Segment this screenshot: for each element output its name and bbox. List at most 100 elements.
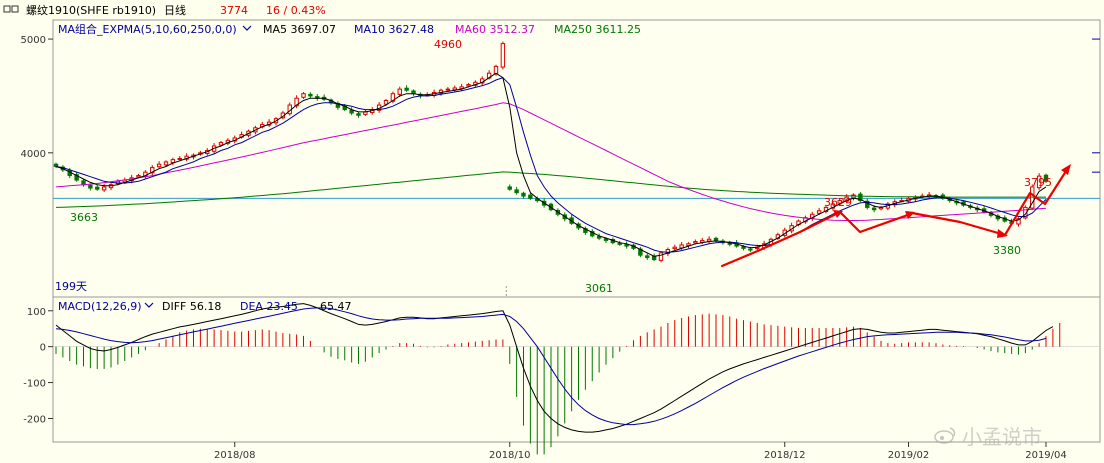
- candle-body: [706, 238, 712, 242]
- candle-body: [1036, 175, 1042, 189]
- candle-body: [349, 109, 354, 114]
- watermark: 小孟说市: [934, 425, 1042, 449]
- label-low: 3061: [585, 282, 613, 295]
- x-tick-label: 2018/08: [214, 450, 256, 461]
- ma60-value: MA60 3512.37: [455, 23, 535, 36]
- candle-body: [645, 255, 650, 258]
- candle-body: [816, 210, 822, 214]
- label-start-low: 3663: [70, 211, 98, 224]
- candle-body: [390, 93, 396, 102]
- candle-body: [301, 93, 306, 98]
- candle-body: [624, 243, 629, 247]
- candle-body: [528, 194, 533, 199]
- candle-body: [672, 246, 677, 250]
- candle-body: [356, 113, 361, 116]
- price-axis: 4000 5000: [21, 35, 1100, 173]
- price-tick-label: 4000: [21, 149, 46, 160]
- candle-body: [679, 244, 684, 249]
- ma60-line: [55, 102, 1047, 221]
- macd-histogram: [53, 313, 1100, 455]
- macd-legend-dropdown-icon[interactable]: [144, 302, 154, 308]
- candle-body: [727, 242, 732, 245]
- candle-body: [1016, 218, 1021, 225]
- candle-body: [507, 186, 512, 190]
- x-tick-label: 2018/10: [489, 450, 531, 461]
- candle-body: [603, 238, 609, 241]
- candle-body: [95, 186, 100, 190]
- candle-body: [865, 200, 870, 208]
- candle-body: [383, 99, 389, 105]
- trend-arrowheads: [833, 164, 1071, 238]
- candle-body: [156, 163, 162, 168]
- candle-body: [101, 186, 107, 191]
- macd-tick-label: 100: [27, 307, 46, 318]
- ma10-line: [55, 77, 1047, 253]
- ma10-value: MA10 3627.48: [354, 23, 434, 36]
- candle-body: [858, 193, 863, 202]
- price-change: 16 / 0.43%: [266, 4, 326, 17]
- candle-body: [665, 249, 671, 255]
- ma-legend-label[interactable]: MA组合_EXPMA(5,10,60,250,0,0): [58, 22, 237, 36]
- candle-body: [844, 196, 849, 202]
- candle-body: [177, 158, 182, 160]
- candle-body: [741, 246, 746, 249]
- ma5-value: MA5 3697.07: [263, 23, 336, 36]
- macd-panel: [52, 296, 1101, 443]
- candle-body: [837, 200, 842, 204]
- last-price: 3774: [220, 4, 248, 17]
- candle-body: [163, 161, 169, 166]
- x-tick-label: 2019/04: [1025, 450, 1067, 461]
- ma-legend-dropdown-icon[interactable]: [242, 25, 252, 31]
- macd-diff-line: [55, 303, 1054, 433]
- label-high: 4960: [434, 38, 462, 51]
- candle-body: [404, 87, 409, 91]
- candle-body: [74, 174, 79, 181]
- window-menu-icon[interactable]: [3, 5, 19, 13]
- candle-body: [617, 242, 622, 245]
- candle-body: [150, 167, 155, 174]
- trend-arrow-1: [720, 210, 842, 268]
- candle-body: [308, 93, 313, 97]
- candle-body: [493, 65, 499, 75]
- candle-body: [693, 241, 698, 244]
- arrowhead-3: [997, 229, 1008, 238]
- trend-arrow-4: [1003, 166, 1070, 237]
- macd-axis: 100 0 -100 -200: [23, 307, 53, 425]
- period-label[interactable]: 日线: [164, 3, 186, 17]
- macd-tick-label: -200: [23, 414, 46, 425]
- ma5-line: [55, 72, 1047, 257]
- x-tick-label: 2018/12: [764, 450, 806, 461]
- weibo-logo-icon: [934, 427, 956, 444]
- candle-body: [1023, 206, 1028, 219]
- candle-body: [700, 239, 705, 243]
- arrowhead-4: [1061, 164, 1071, 175]
- arrowhead-1: [833, 210, 843, 218]
- price-panel: [52, 19, 1101, 298]
- arrowhead-2: [905, 211, 915, 219]
- macd-tick-label: -100: [23, 379, 46, 390]
- candle-body: [596, 236, 602, 239]
- candle-body: [294, 97, 299, 107]
- candle-body: [136, 175, 141, 178]
- trend-arrows: [720, 166, 1070, 268]
- candle-body: [81, 180, 86, 186]
- candle-body: [713, 237, 719, 241]
- symbol-name[interactable]: 螺纹1910(SHFE rb1910): [26, 3, 156, 17]
- candle-body: [500, 43, 506, 68]
- candle-body: [218, 142, 224, 146]
- macd-value: 65.47: [320, 300, 352, 313]
- x-tick-label: 2019/02: [888, 450, 930, 461]
- macd-legend-label[interactable]: MACD(12,26,9): [58, 300, 142, 313]
- ma250-line: [55, 171, 1046, 208]
- title-bar: [0, 0, 1104, 20]
- label-days: 199天: [55, 280, 87, 293]
- ma250-value: MA250 3611.25: [554, 23, 641, 36]
- x-axis: 2018/08 2018/10 2018/12 2019/02 2019/04: [214, 286, 1067, 461]
- candle-body: [651, 256, 657, 261]
- candle-body: [1043, 174, 1049, 182]
- candle-body: [748, 248, 753, 251]
- candle-body: [88, 184, 93, 189]
- candle-body: [445, 88, 451, 91]
- macd-dea-line: [55, 307, 1047, 426]
